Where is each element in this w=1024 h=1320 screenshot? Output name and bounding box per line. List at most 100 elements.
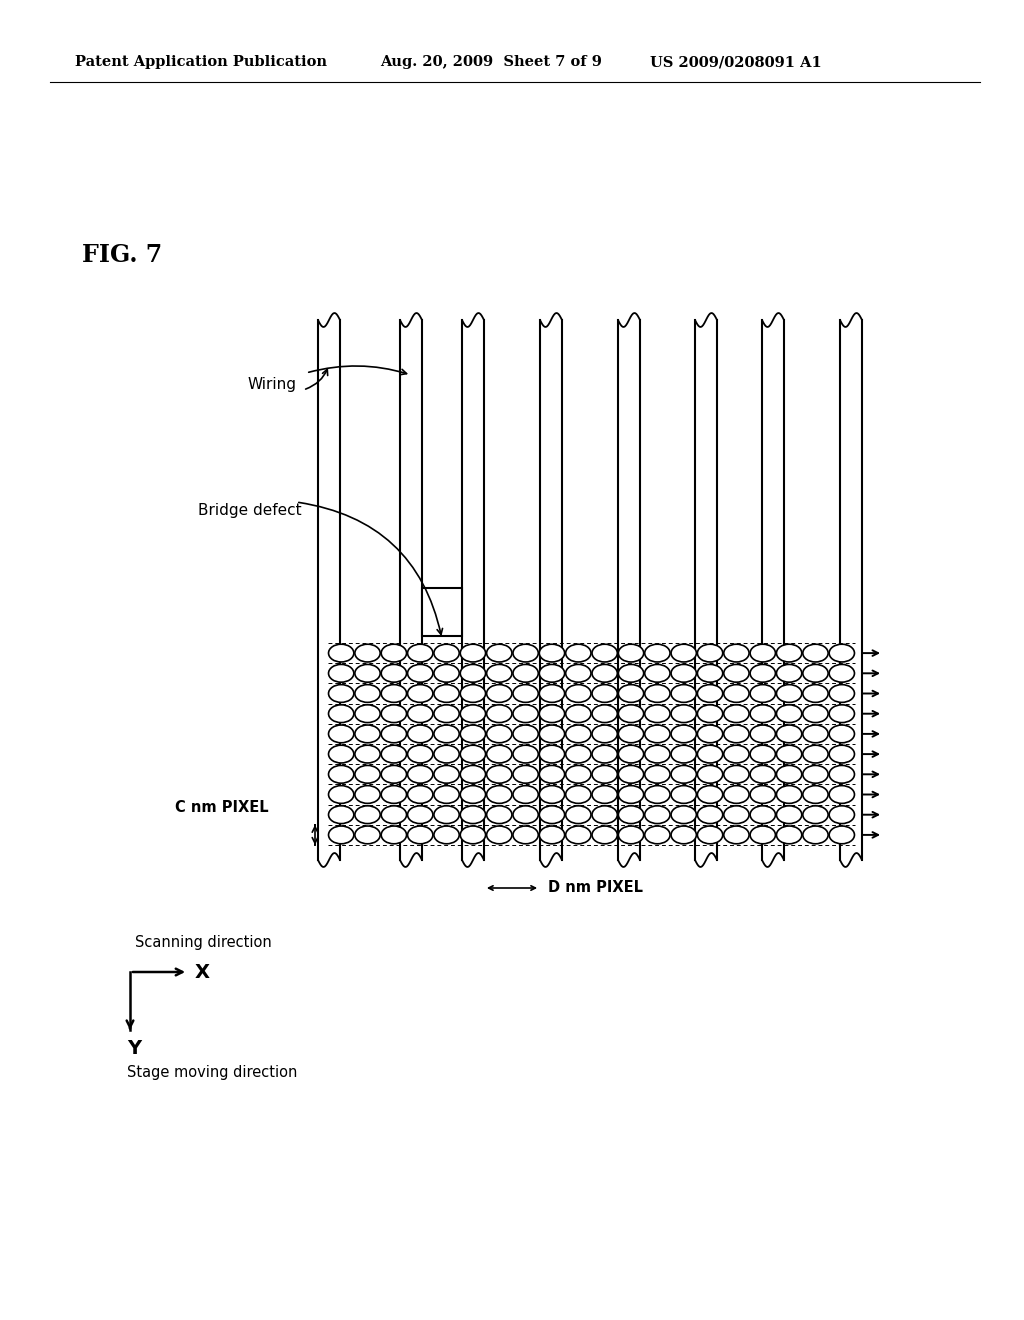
Ellipse shape xyxy=(381,826,407,843)
Ellipse shape xyxy=(751,766,775,783)
Ellipse shape xyxy=(829,766,854,783)
Ellipse shape xyxy=(697,705,723,722)
Ellipse shape xyxy=(803,664,828,682)
Ellipse shape xyxy=(776,664,802,682)
Ellipse shape xyxy=(486,805,512,824)
Ellipse shape xyxy=(697,746,723,763)
Ellipse shape xyxy=(803,766,828,783)
Ellipse shape xyxy=(645,644,670,663)
Ellipse shape xyxy=(565,685,591,702)
Ellipse shape xyxy=(803,746,828,763)
Ellipse shape xyxy=(460,705,485,722)
Ellipse shape xyxy=(803,725,828,743)
Ellipse shape xyxy=(408,805,433,824)
Ellipse shape xyxy=(724,705,750,722)
Ellipse shape xyxy=(592,785,617,804)
Ellipse shape xyxy=(355,664,380,682)
Bar xyxy=(422,587,462,636)
Ellipse shape xyxy=(645,725,670,743)
Ellipse shape xyxy=(618,785,644,804)
Ellipse shape xyxy=(592,766,617,783)
Ellipse shape xyxy=(381,705,407,722)
Ellipse shape xyxy=(486,826,512,843)
Ellipse shape xyxy=(513,685,539,702)
Ellipse shape xyxy=(645,746,670,763)
Ellipse shape xyxy=(724,644,750,663)
Ellipse shape xyxy=(671,826,696,843)
Ellipse shape xyxy=(408,826,433,843)
Ellipse shape xyxy=(434,785,459,804)
Ellipse shape xyxy=(408,766,433,783)
Ellipse shape xyxy=(434,725,459,743)
Ellipse shape xyxy=(803,685,828,702)
Ellipse shape xyxy=(724,826,750,843)
Ellipse shape xyxy=(776,725,802,743)
Ellipse shape xyxy=(776,766,802,783)
Ellipse shape xyxy=(776,805,802,824)
Ellipse shape xyxy=(513,785,539,804)
Text: Y: Y xyxy=(127,1039,141,1057)
Ellipse shape xyxy=(486,725,512,743)
Ellipse shape xyxy=(565,766,591,783)
Ellipse shape xyxy=(486,746,512,763)
Ellipse shape xyxy=(751,705,775,722)
Ellipse shape xyxy=(803,644,828,663)
Ellipse shape xyxy=(751,805,775,824)
Ellipse shape xyxy=(513,664,539,682)
Ellipse shape xyxy=(671,685,696,702)
Ellipse shape xyxy=(565,705,591,722)
Ellipse shape xyxy=(671,785,696,804)
Text: Scanning direction: Scanning direction xyxy=(135,935,271,949)
Ellipse shape xyxy=(513,746,539,763)
Ellipse shape xyxy=(671,766,696,783)
Ellipse shape xyxy=(592,725,617,743)
Ellipse shape xyxy=(540,725,564,743)
Ellipse shape xyxy=(751,685,775,702)
Ellipse shape xyxy=(829,664,854,682)
Ellipse shape xyxy=(592,685,617,702)
Ellipse shape xyxy=(460,644,485,663)
Ellipse shape xyxy=(381,685,407,702)
Ellipse shape xyxy=(381,664,407,682)
Ellipse shape xyxy=(565,664,591,682)
Ellipse shape xyxy=(355,644,380,663)
Ellipse shape xyxy=(565,644,591,663)
Ellipse shape xyxy=(355,685,380,702)
Ellipse shape xyxy=(434,805,459,824)
Ellipse shape xyxy=(645,664,670,682)
Ellipse shape xyxy=(751,664,775,682)
Ellipse shape xyxy=(408,705,433,722)
Ellipse shape xyxy=(434,664,459,682)
Ellipse shape xyxy=(724,664,750,682)
Ellipse shape xyxy=(751,644,775,663)
Ellipse shape xyxy=(751,826,775,843)
Ellipse shape xyxy=(460,664,485,682)
Ellipse shape xyxy=(776,746,802,763)
Ellipse shape xyxy=(565,746,591,763)
Ellipse shape xyxy=(540,805,564,824)
Ellipse shape xyxy=(592,805,617,824)
Ellipse shape xyxy=(829,826,854,843)
Ellipse shape xyxy=(645,785,670,804)
Ellipse shape xyxy=(697,785,723,804)
Text: C nm PIXEL: C nm PIXEL xyxy=(175,800,268,816)
Ellipse shape xyxy=(329,785,354,804)
Ellipse shape xyxy=(724,685,750,702)
Ellipse shape xyxy=(460,746,485,763)
Ellipse shape xyxy=(724,805,750,824)
Ellipse shape xyxy=(618,664,644,682)
Text: Aug. 20, 2009  Sheet 7 of 9: Aug. 20, 2009 Sheet 7 of 9 xyxy=(380,55,602,69)
Ellipse shape xyxy=(671,644,696,663)
Ellipse shape xyxy=(829,785,854,804)
Ellipse shape xyxy=(460,805,485,824)
Ellipse shape xyxy=(697,664,723,682)
Ellipse shape xyxy=(513,826,539,843)
Ellipse shape xyxy=(486,685,512,702)
Ellipse shape xyxy=(434,705,459,722)
Ellipse shape xyxy=(355,805,380,824)
Ellipse shape xyxy=(829,644,854,663)
Ellipse shape xyxy=(329,685,354,702)
Ellipse shape xyxy=(829,746,854,763)
Ellipse shape xyxy=(460,766,485,783)
Ellipse shape xyxy=(751,746,775,763)
